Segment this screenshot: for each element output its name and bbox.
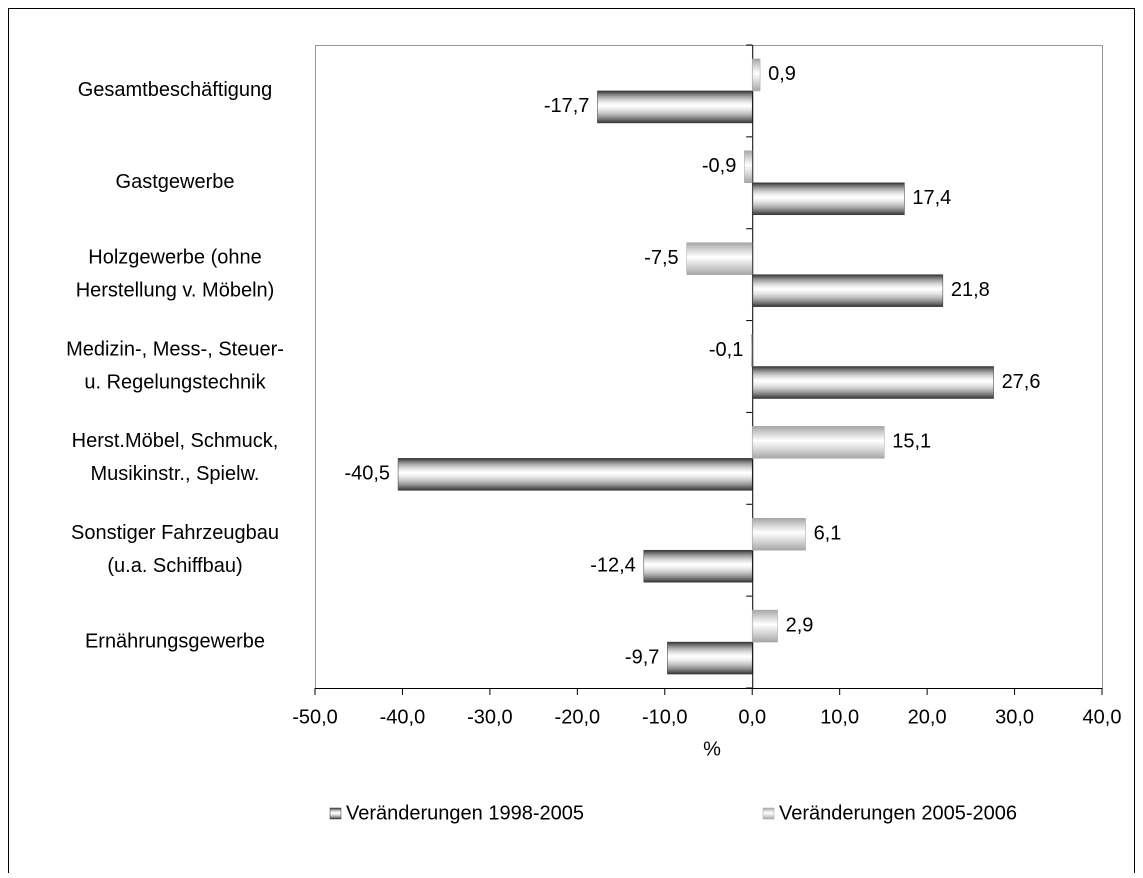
data-label: 0,9 — [768, 63, 796, 85]
x-tick-label: -10,0 — [642, 706, 688, 728]
bar — [751, 609, 778, 643]
x-tick-label: -20,0 — [555, 706, 601, 728]
bar — [751, 426, 885, 459]
bar — [597, 90, 753, 124]
x-tick-label: -50,0 — [292, 706, 338, 728]
x-tick-label: 20,0 — [908, 706, 947, 728]
chart-border — [8, 8, 1135, 878]
x-tick-label: 30,0 — [995, 706, 1034, 728]
y-tick-label: Musikinstr., Spielw. — [91, 463, 260, 485]
data-label: -9,7 — [625, 646, 659, 668]
x-tick-label: -30,0 — [467, 706, 513, 728]
legend-swatch — [762, 807, 775, 820]
y-tick-label: Sonstiger Fahrzeugbau — [71, 522, 279, 544]
bar — [643, 549, 753, 583]
y-tick-label: Medizin-, Mess-, Steuer- — [66, 338, 284, 360]
data-label: -40,5 — [344, 463, 390, 485]
x-tick-label: 40,0 — [1083, 706, 1122, 728]
y-tick-label: (u.a. Schiffbau) — [107, 555, 242, 577]
bar — [751, 517, 806, 551]
x-tick-label: 0,0 — [738, 706, 766, 728]
data-label: 27,6 — [1002, 371, 1041, 393]
data-label: 15,1 — [892, 431, 931, 453]
bar — [667, 641, 753, 675]
bar — [751, 58, 761, 92]
y-tick-label: u. Regelungstechnik — [84, 371, 266, 393]
data-label: -17,7 — [544, 95, 590, 117]
y-tick-label: Herst.Möbel, Schmuck, — [72, 430, 279, 452]
bar — [751, 182, 905, 216]
bar — [751, 334, 753, 367]
y-tick-label: Gastgewerbe — [116, 171, 235, 193]
bar — [751, 366, 994, 399]
y-tick-label: Holzgewerbe (ohne — [88, 246, 261, 268]
data-label: 17,4 — [912, 187, 951, 209]
legend-swatch — [329, 807, 342, 820]
bar — [397, 458, 753, 491]
x-axis-label: % — [703, 738, 721, 760]
data-label: -7,5 — [644, 247, 678, 269]
bar — [751, 274, 944, 307]
data-label: -0,1 — [709, 339, 743, 361]
data-label: 6,1 — [814, 522, 842, 544]
bar — [686, 242, 753, 275]
bar — [744, 150, 753, 184]
y-tick-label: Herstellung v. Möbeln) — [76, 279, 275, 301]
y-tick-label: Ernährungsgewerbe — [85, 630, 265, 652]
x-tick-label: -40,0 — [380, 706, 426, 728]
data-label: 21,8 — [951, 279, 990, 301]
data-label: 2,9 — [786, 614, 814, 636]
data-label: -0,9 — [702, 155, 736, 177]
legend-label: Veränderungen 2005-2006 — [779, 802, 1017, 824]
data-label: -12,4 — [590, 554, 636, 576]
y-tick-label: Gesamtbeschäftigung — [78, 79, 273, 101]
x-tick-label: 10,0 — [820, 706, 859, 728]
legend-label: Veränderungen 1998-2005 — [346, 802, 584, 824]
